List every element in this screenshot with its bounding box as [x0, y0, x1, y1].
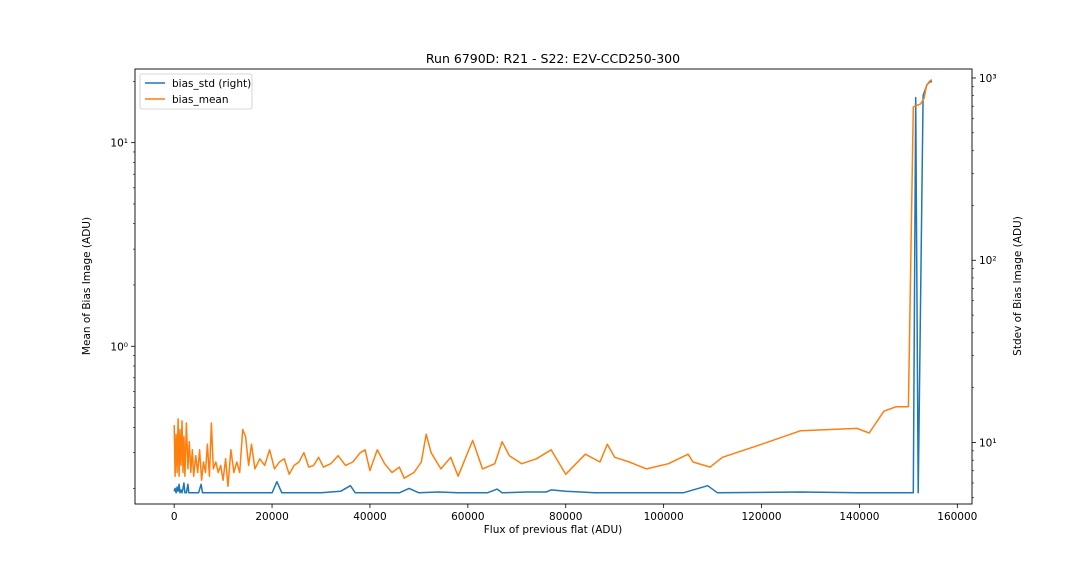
x-tick-label: 100000: [644, 511, 684, 523]
series-line-bias-mean: [173, 78, 933, 488]
plot-lines: [173, 78, 933, 494]
x-tick-label: 140000: [839, 511, 879, 523]
legend-box: [139, 73, 253, 110]
right-tick-label: 10³: [979, 73, 997, 85]
legend: bias_std (right) bias_mean: [139, 73, 253, 110]
right-tick-label: 10²: [979, 255, 997, 267]
series-line-bias-std-right-: [173, 80, 933, 494]
left-tick-label: 10¹: [110, 138, 128, 150]
x-axis-ticks: 0 20000 40000 60000 80000 100000 120000 140000 1…: [171, 504, 977, 523]
legend-label-bias-std: bias_std (right): [172, 78, 251, 90]
x-tick-label: 160000: [937, 511, 977, 523]
left-tick-label: 10⁰: [110, 341, 128, 353]
left-y-axis-label: Mean of Bias Image (ADU): [81, 217, 93, 355]
x-tick-label: 0: [171, 511, 178, 523]
chart-title: Run 6790D: R21 - S22: E2V-CCD250-300: [426, 51, 680, 66]
right-y-axis-label: Stdev of Bias Image (ADU): [1012, 216, 1024, 356]
legend-label-bias-mean: bias_mean: [172, 94, 229, 106]
x-tick-label: 60000: [451, 511, 484, 523]
x-axis-label: Flux of previous flat (ADU): [484, 524, 623, 536]
right-tick-label: 10¹: [979, 438, 997, 450]
right-axis-ticks: 10¹ 10² 10³: [972, 73, 997, 498]
x-tick-label: 120000: [741, 511, 781, 523]
x-tick-label: 20000: [255, 511, 288, 523]
plot-frame: [134, 68, 973, 505]
x-tick-label: 80000: [549, 511, 582, 523]
x-tick-label: 40000: [353, 511, 386, 523]
